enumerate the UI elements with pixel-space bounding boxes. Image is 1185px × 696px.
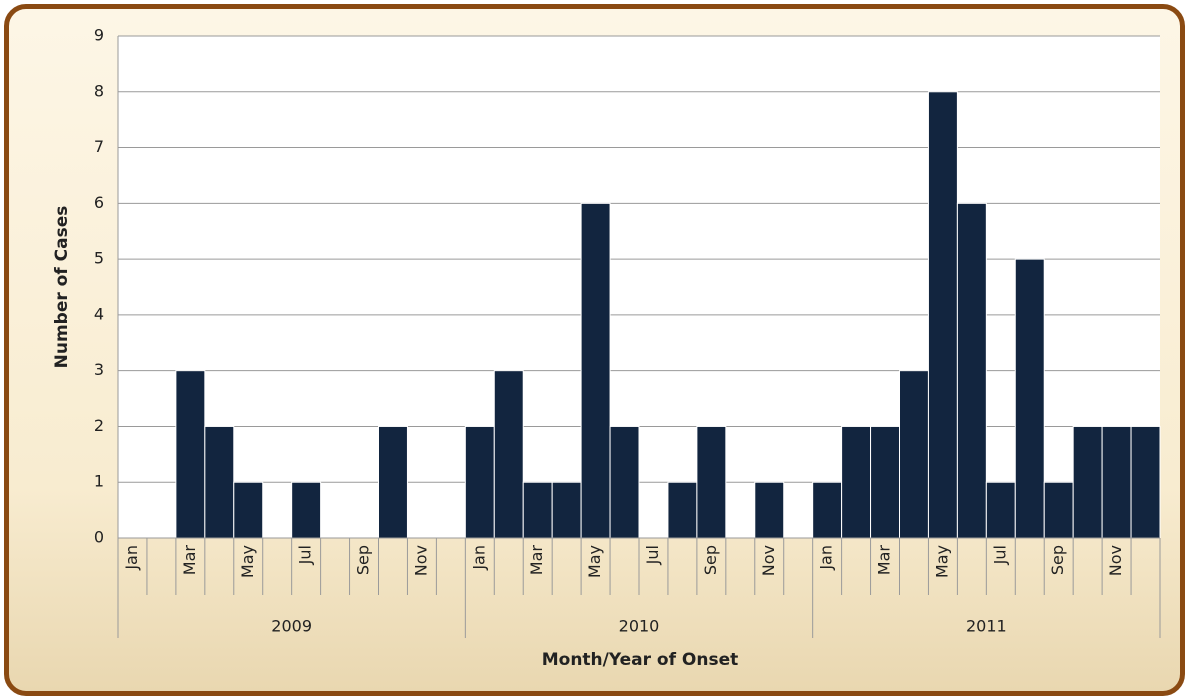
x-tick-label: May: [585, 545, 604, 578]
y-tick-label: 5: [94, 249, 104, 268]
y-tick-label: 9: [94, 26, 104, 45]
bar: [927, 91, 958, 539]
bar: [1043, 481, 1074, 539]
y-tick-label: 8: [94, 81, 104, 100]
x-tick-label: Jan: [122, 545, 141, 571]
bar: [956, 202, 987, 539]
bar: [1072, 425, 1103, 539]
bar: [841, 425, 872, 539]
bar: [580, 202, 611, 539]
x-tick-label: Jul: [990, 545, 1009, 565]
bar: [233, 481, 264, 539]
bar: [812, 481, 843, 539]
bar: [609, 425, 640, 539]
x-tick-label: Jul: [643, 545, 662, 565]
bar: [493, 370, 524, 539]
bar: [754, 481, 785, 539]
y-tick-label: 2: [94, 416, 104, 435]
bar: [551, 481, 582, 539]
x-tick-label: May: [932, 545, 951, 578]
bar: [1130, 425, 1161, 539]
x-tick-label: Nov: [1106, 545, 1125, 576]
bar: [522, 481, 553, 539]
bar: [464, 425, 495, 539]
y-tick-label: 6: [94, 193, 104, 212]
bar: [870, 425, 900, 539]
group-label: 2011: [966, 617, 1007, 636]
y-tick-label: 7: [94, 137, 104, 156]
x-tick-label: Mar: [180, 545, 199, 576]
x-tick-label: Nov: [411, 545, 430, 576]
y-tick-label: 4: [94, 304, 104, 323]
group-label: 2010: [619, 617, 660, 636]
x-tick-label: Sep: [1048, 545, 1067, 575]
x-tick-label: Jul: [296, 545, 315, 565]
y-tick-label: 0: [94, 528, 104, 547]
bar: [696, 425, 727, 539]
x-tick-label: Sep: [354, 545, 373, 575]
y-tick-label: 1: [94, 472, 104, 491]
bar: [1014, 258, 1045, 539]
y-axis-label: Number of Cases: [52, 206, 72, 369]
group-label: 2009: [271, 617, 312, 636]
y-tick-label: 3: [94, 360, 104, 379]
bar: [667, 481, 698, 539]
x-tick-label: Nov: [759, 545, 778, 576]
bar: [204, 425, 235, 539]
bar: [1101, 425, 1132, 539]
x-tick-label: Jan: [817, 545, 836, 571]
x-tick-label: May: [238, 545, 257, 578]
bar: [985, 481, 1016, 539]
bar: [378, 425, 408, 539]
bar: [291, 481, 322, 539]
x-tick-label: Jan: [469, 545, 488, 571]
bar: [899, 370, 929, 539]
x-axis-label: Month/Year of Onset: [542, 650, 739, 670]
x-tick-label: Sep: [701, 545, 720, 575]
bar: [175, 370, 206, 539]
x-tick-label: Mar: [875, 545, 894, 576]
x-tick-label: Mar: [527, 545, 546, 576]
